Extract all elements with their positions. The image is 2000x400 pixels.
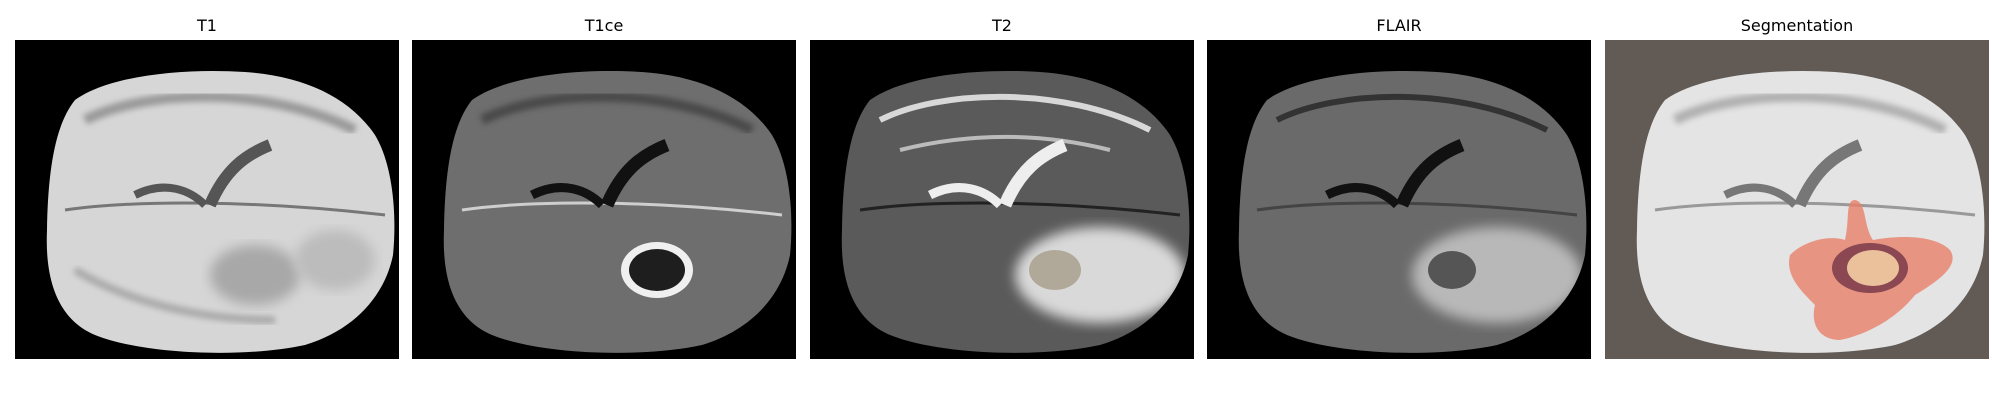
necrotic-core-region [1847,250,1899,286]
panel-title-t2: T2 [992,16,1012,35]
panel-title-segmentation: Segmentation [1740,16,1854,35]
panel-title-flair: FLAIR [1376,16,1422,35]
panel-title-t1: T1 [197,16,217,35]
mri-image-t1ce [412,40,796,359]
mri-image-t2 [810,40,1194,359]
panel-title-t1ce: T1ce [584,16,624,35]
mri-image-flair [1207,40,1591,359]
mri-image-t1 [15,40,399,359]
segmentation-overlay-image [1605,40,1989,359]
